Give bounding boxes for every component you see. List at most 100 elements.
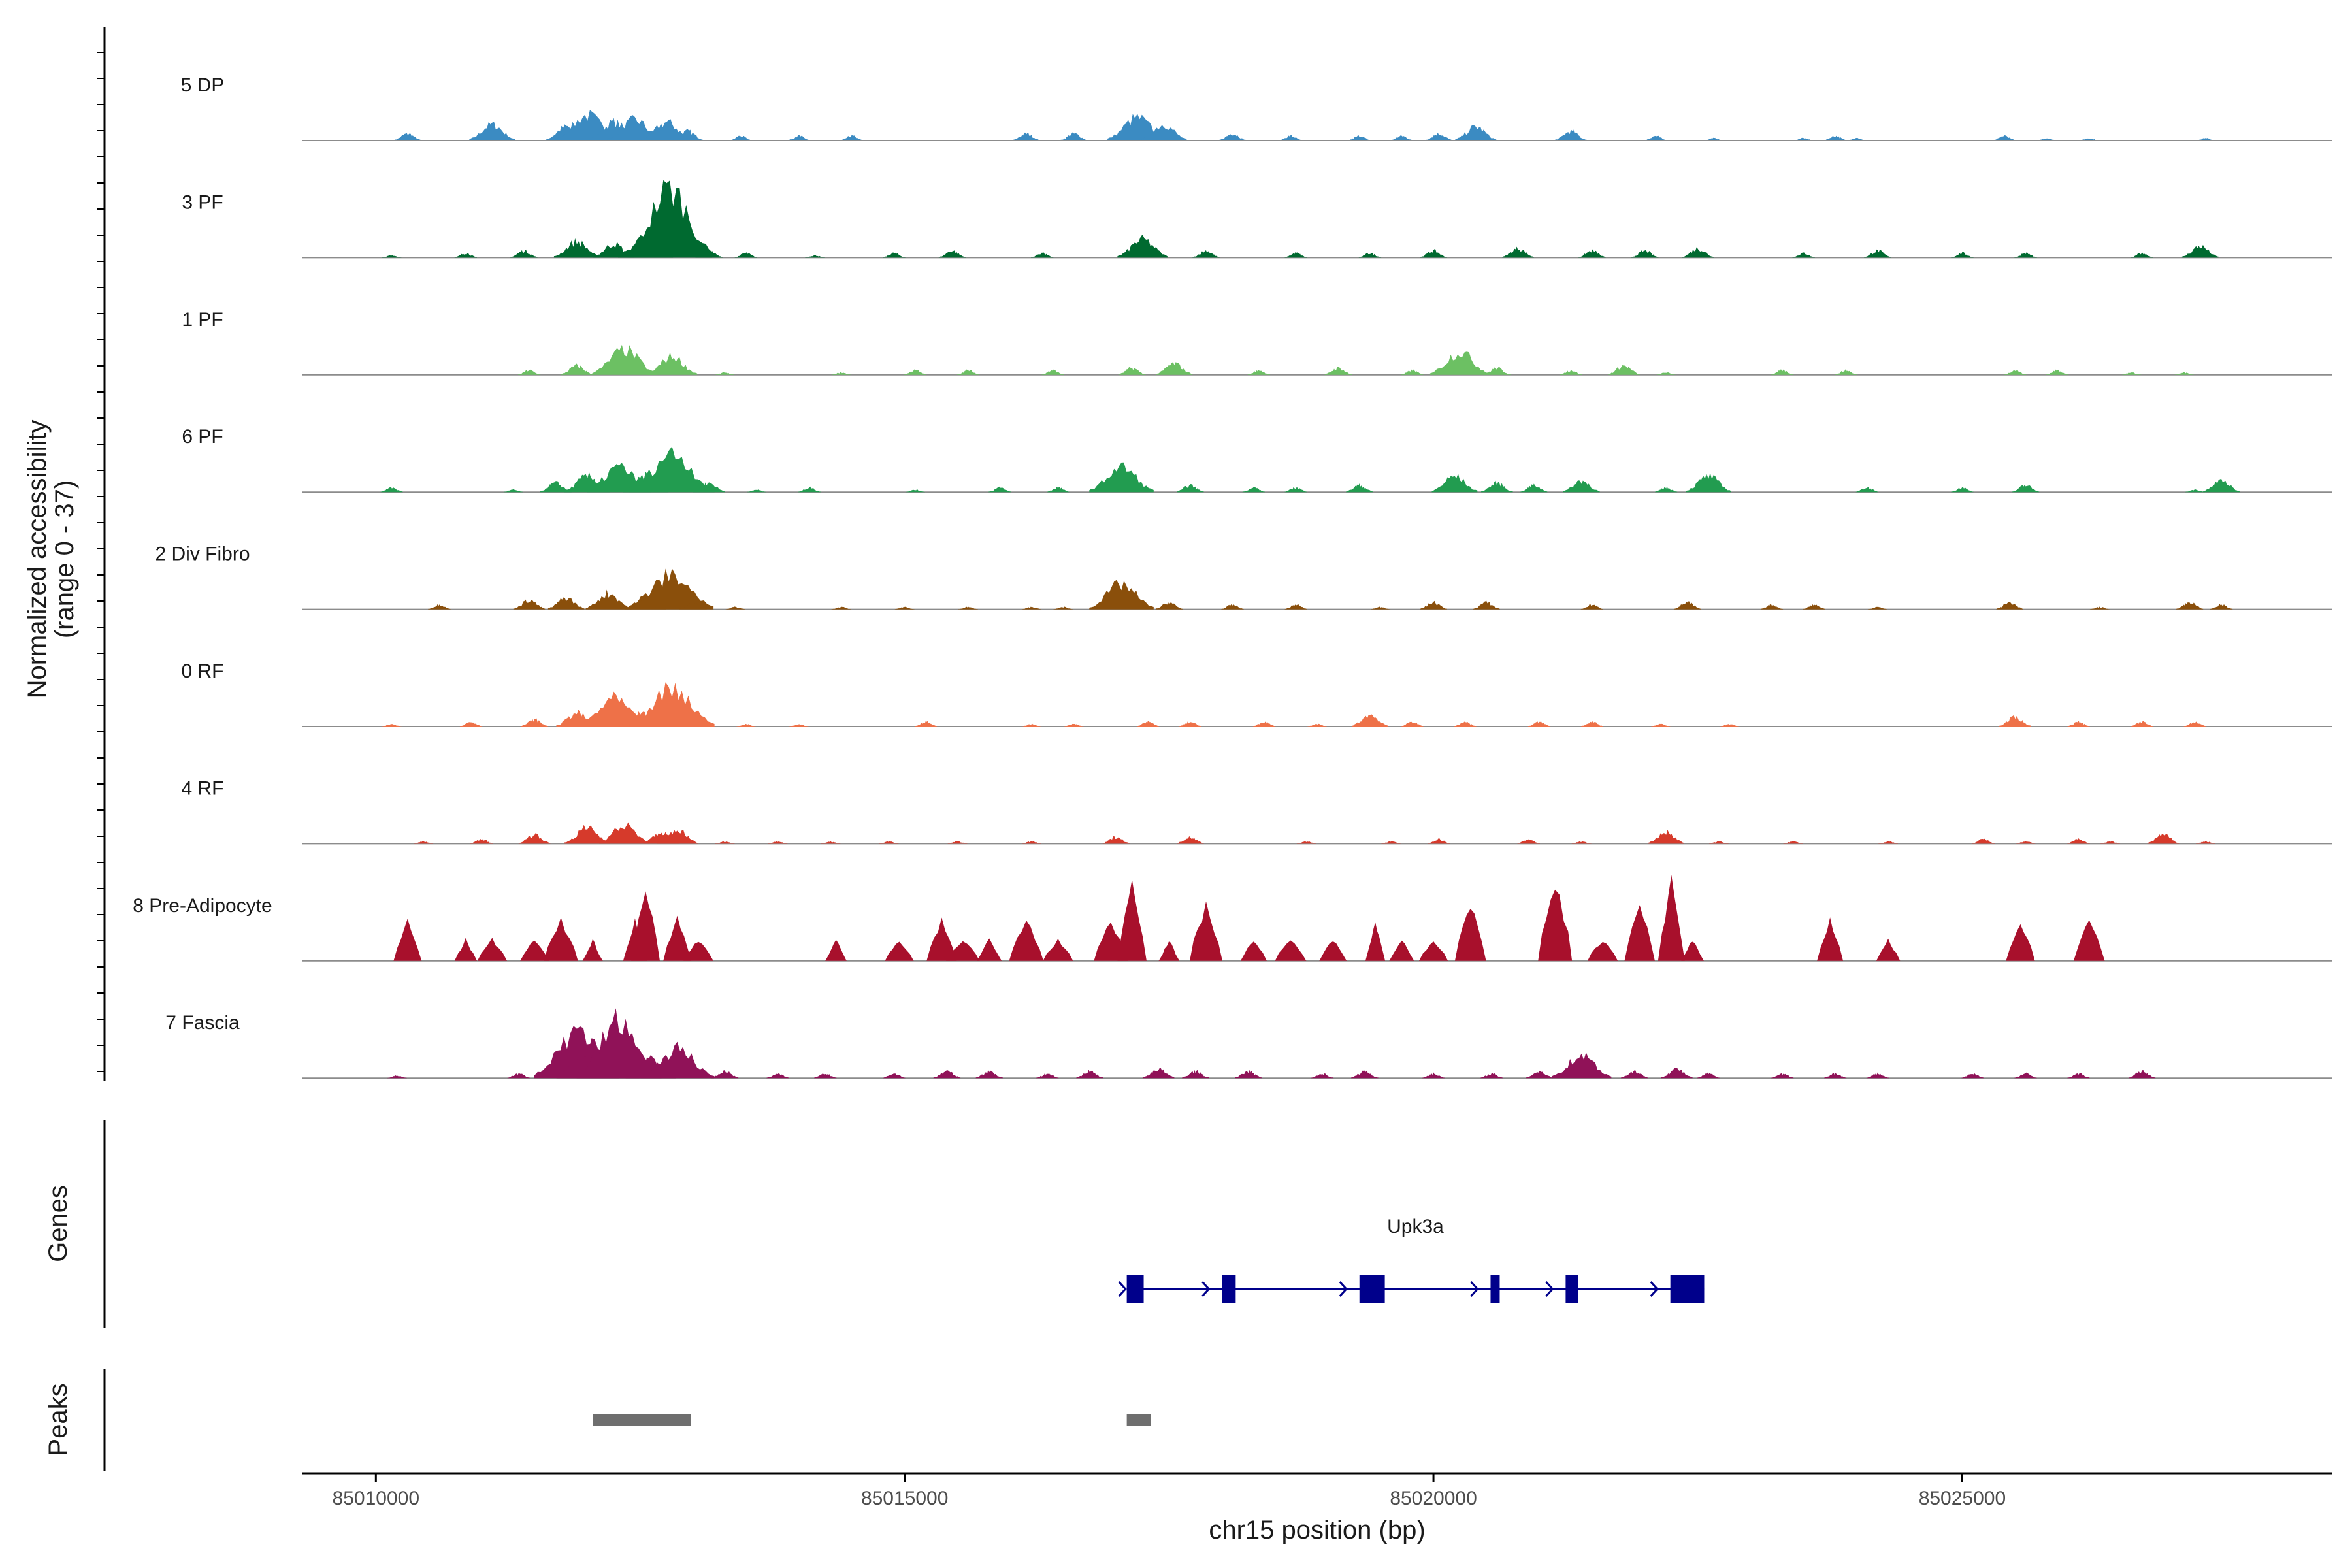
x-axis-ticks: 85010000 85015000 85020000 85025000 [333,1473,2006,1509]
coverage-peak [883,1073,906,1079]
coverage-peak [507,1073,530,1079]
coverage-peak [1036,1073,1059,1079]
coverage-peak [2181,244,2219,258]
coverage-peak [1420,249,1447,258]
coverage-peak [883,252,906,258]
coverage-peak [1502,246,1534,258]
genes-axis-label: Genes [44,1185,73,1262]
coverage-peak [454,938,478,961]
coverage-peak [1846,138,1867,140]
coverage-peak [1996,602,2023,610]
coverage-peak [1179,721,1201,727]
coverage-peak [1381,841,1401,844]
coverage-peak [1102,836,1130,844]
gene-exon [1490,1275,1500,1303]
coverage-peak [768,841,788,844]
coverage-peak [1686,472,1731,493]
track-6-pf: 6 PF [182,426,2332,493]
x-tick-label: 85025000 [1919,1488,2006,1509]
coverage-peak [477,938,508,961]
coverage-peak [2147,834,2180,844]
strand-arrow [1201,1281,1211,1298]
track-0-rf: 0 RF [181,661,2332,727]
strand-arrow [1545,1281,1554,1298]
coverage-peak [454,253,477,258]
coverage-peak [1218,134,1247,140]
coverage-peak [547,597,585,610]
track-label: 0 RF [181,661,223,682]
track-1-pf: 1 PF [182,309,2332,376]
coverage-peak [629,446,715,493]
track-7-fascia: 7 Fascia [165,1008,2332,1079]
coverage-peak [394,132,421,140]
coverage-peak [736,724,756,727]
coverage-peak [1720,724,1740,727]
coverage-peak [1284,252,1307,258]
coverage-peak [1876,938,1901,961]
coverage-peak [1704,137,1723,140]
coverage-peak [1792,252,1815,258]
coverage-peak [2121,372,2142,375]
coverage-peak [1624,905,1655,961]
coverage-peak [585,589,632,610]
coverage-peak [1760,604,1784,610]
coverage-peak [1560,370,1582,375]
coverage-peak [1620,1070,1648,1079]
coverage-tracks: 5 DP 3 PF 1 PF 6 PF 2 Div Fibro 0 RF 4 RF 8 Pre… [133,74,2332,1079]
coverage-peak [1247,369,1271,375]
coverage-peak [2014,252,2037,258]
coverage-peak [1401,369,1424,375]
coverage-peak [1182,1070,1209,1079]
coverage-peak [1771,369,1794,375]
coverage-peak [1681,941,1704,961]
coverage-peak [1047,487,1070,493]
coverage-peak [2067,838,2090,844]
coverage-peak [1141,125,1187,140]
coverage-peak [1089,462,1154,493]
coverage-peak [1192,250,1220,258]
coverage-peak [2176,602,2204,610]
track-3-pf: 3 PF [182,180,2332,259]
track-5-dp: 5 DP [181,74,2332,141]
coverage-peak [1480,480,1513,493]
coverage-peak [1296,841,1316,844]
coverage-peak [947,841,968,844]
coverage-peak [1307,723,1327,727]
track-8-pre-adipocyte: 8 Pre-Adipocyte [133,875,2332,962]
coverage-peak [627,180,713,258]
coverage-peak [607,115,662,140]
x-tick-label: 85020000 [1390,1488,1477,1509]
coverage-peak [1803,604,1825,610]
coverage-peak [1177,483,1204,493]
coverage-peak [894,606,915,610]
coverage-peak [1242,487,1265,493]
track-label: 1 PF [182,309,223,331]
coverage-peak [1324,367,1352,375]
coverage-peak [1311,1073,1334,1079]
coverage-peak [1455,125,1497,140]
coverage-peak [715,372,735,375]
coverage-peak [1682,247,1714,258]
coverage-peak [544,917,578,961]
peak-track [593,1414,1151,1426]
coverage-peak [1284,604,1307,610]
coverage-peak [1658,875,1685,961]
coverage-peak [914,721,938,727]
coverage-peak [2046,369,2069,375]
coverage-peak [592,344,657,375]
strand-arrow [1118,1281,1127,1298]
coverage-peak [2185,489,2205,493]
coverage-peak [1571,841,1592,844]
coverage-peak [683,941,713,961]
coverage-peak [840,135,863,140]
coverage-peak [2100,841,2121,844]
coverage-peak [513,599,546,610]
coverage-peak [629,682,715,727]
coverage-peak [693,721,715,727]
coverage-peak [885,941,914,961]
strand-arrow [1650,1281,1659,1298]
coverage-peak [1390,135,1413,140]
coverage-peak [1401,721,1424,727]
track-label: 6 PF [182,426,223,448]
coverage-peak [2079,138,2099,140]
